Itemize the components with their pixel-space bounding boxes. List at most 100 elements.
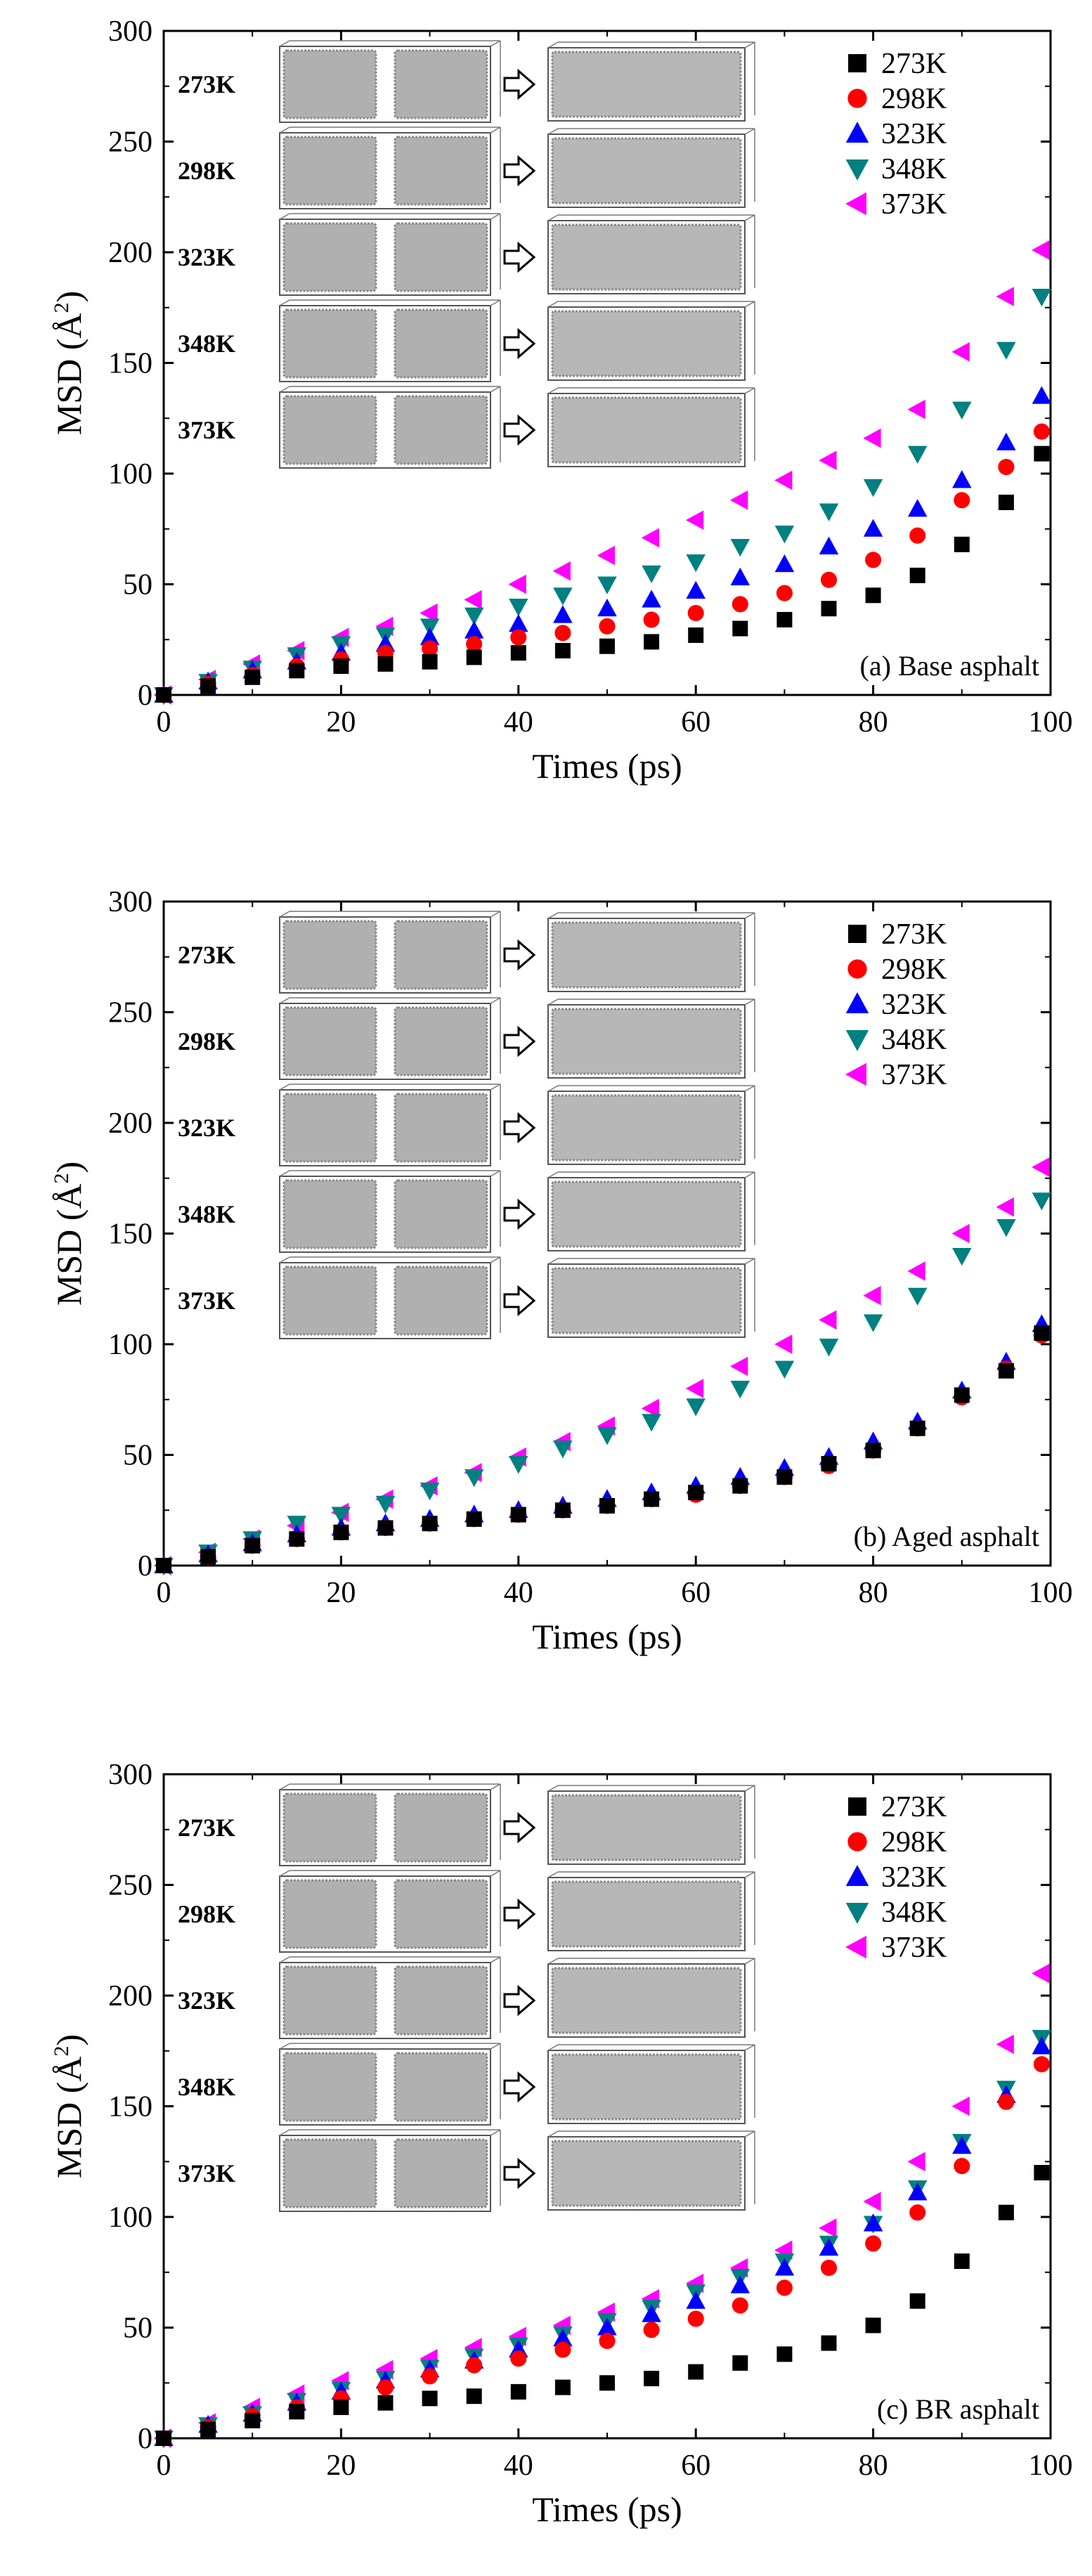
final-box <box>547 1258 755 1338</box>
data-point <box>597 545 615 566</box>
data-point <box>952 470 972 488</box>
data-point <box>865 1443 881 1459</box>
final-box <box>547 1785 755 1865</box>
data-point <box>688 627 704 643</box>
molecule-cluster <box>394 1093 488 1163</box>
box-edge <box>279 1870 290 1877</box>
data-point <box>996 432 1016 450</box>
arrow-icon <box>503 2157 536 2190</box>
series-273K <box>156 445 1050 703</box>
data-point <box>552 561 571 581</box>
data-point <box>998 2093 1015 2110</box>
box-edge <box>547 1085 559 1092</box>
x-axis-label: Times (ps) <box>532 2490 682 2529</box>
y-axis-label: MSD (Å2) <box>49 2034 89 2178</box>
box-edge <box>279 299 290 306</box>
legend-label: 348K <box>881 1897 947 1929</box>
box-edge <box>744 214 755 221</box>
y-tick-label: 300 <box>108 1759 152 1791</box>
series-273K <box>156 2165 1050 2446</box>
legend-label: 373K <box>881 1932 947 1964</box>
initial-box <box>279 1783 501 1866</box>
data-point <box>553 605 573 623</box>
box-edge <box>744 41 755 48</box>
box-edge <box>744 387 755 394</box>
data-point <box>863 2213 883 2232</box>
legend-label: 273K <box>881 918 947 951</box>
box-edge <box>279 2043 290 2050</box>
data-point <box>954 2253 970 2269</box>
box-edge <box>744 1871 755 1878</box>
data-point <box>774 526 795 544</box>
data-point <box>422 2368 438 2385</box>
box-edge <box>490 1170 501 1177</box>
data-point <box>377 656 394 672</box>
x-axis-label: Times (ps) <box>532 746 682 786</box>
y-axis-label-superscript: 2 <box>50 2046 73 2057</box>
legend-marker <box>848 54 866 72</box>
data-point <box>730 490 748 510</box>
data-point <box>642 565 661 584</box>
box-edge <box>279 1084 290 1091</box>
data-point <box>333 1524 349 1540</box>
data-point <box>776 2346 793 2362</box>
data-point <box>464 1469 484 1488</box>
box-edge <box>744 1258 755 1265</box>
final-box <box>547 301 755 381</box>
data-point <box>730 567 750 586</box>
legend-marker <box>845 1935 866 1959</box>
arrow-icon <box>503 68 536 100</box>
y-tick-label: 50 <box>123 2312 152 2345</box>
data-point <box>597 1427 617 1445</box>
molecule-cluster <box>282 1793 377 1863</box>
inset-temperature-label: 273K <box>178 941 235 969</box>
arrow-icon <box>503 1898 536 1930</box>
y-tick-label: 200 <box>108 237 152 269</box>
box-edge <box>490 2043 501 2050</box>
box-edge <box>279 126 290 134</box>
inset-snapshots: 273K 298K 323K 348K 373K <box>178 911 755 1339</box>
data-point <box>863 519 883 537</box>
data-point <box>865 552 882 568</box>
box-edge <box>744 2131 755 2138</box>
data-point <box>863 2192 881 2211</box>
arrow-icon <box>503 1198 536 1230</box>
molecule-cluster <box>551 1794 742 1861</box>
box-edge <box>279 1170 290 1177</box>
box-edge <box>547 912 559 919</box>
data-point <box>464 607 484 625</box>
legend-label: 323K <box>881 118 947 150</box>
box-edge <box>744 1785 755 1792</box>
data-point <box>1033 423 1050 440</box>
y-tick-label: 300 <box>108 886 152 918</box>
box-edge <box>279 1956 290 1963</box>
box-edge <box>490 1956 501 1963</box>
data-point <box>730 2275 750 2294</box>
y-axis-label-text: ) <box>49 1162 89 1173</box>
box-edge <box>547 41 559 48</box>
y-axis-label-text: ) <box>49 291 89 303</box>
box-edge <box>490 386 501 393</box>
x-tick-label: 60 <box>681 2450 710 2482</box>
molecule-cluster <box>551 137 742 204</box>
data-point <box>420 627 440 646</box>
data-point <box>245 669 261 685</box>
series-298K <box>155 2056 1050 2447</box>
data-point <box>863 1285 881 1306</box>
x-tick-label: 60 <box>681 1577 710 1609</box>
data-point <box>289 2404 305 2420</box>
data-point <box>554 625 571 642</box>
box-edge <box>490 911 501 918</box>
data-point <box>774 554 795 573</box>
final-box <box>547 1958 755 2038</box>
data-point <box>599 638 615 654</box>
data-point <box>954 1387 970 1403</box>
legend-label: 323K <box>881 989 947 1021</box>
box-edge <box>490 1870 501 1877</box>
molecule-cluster <box>551 1967 742 2034</box>
final-box <box>547 128 755 208</box>
molecule-cluster <box>394 49 488 119</box>
molecule-cluster <box>394 1793 488 1863</box>
final-box <box>547 1171 755 1251</box>
